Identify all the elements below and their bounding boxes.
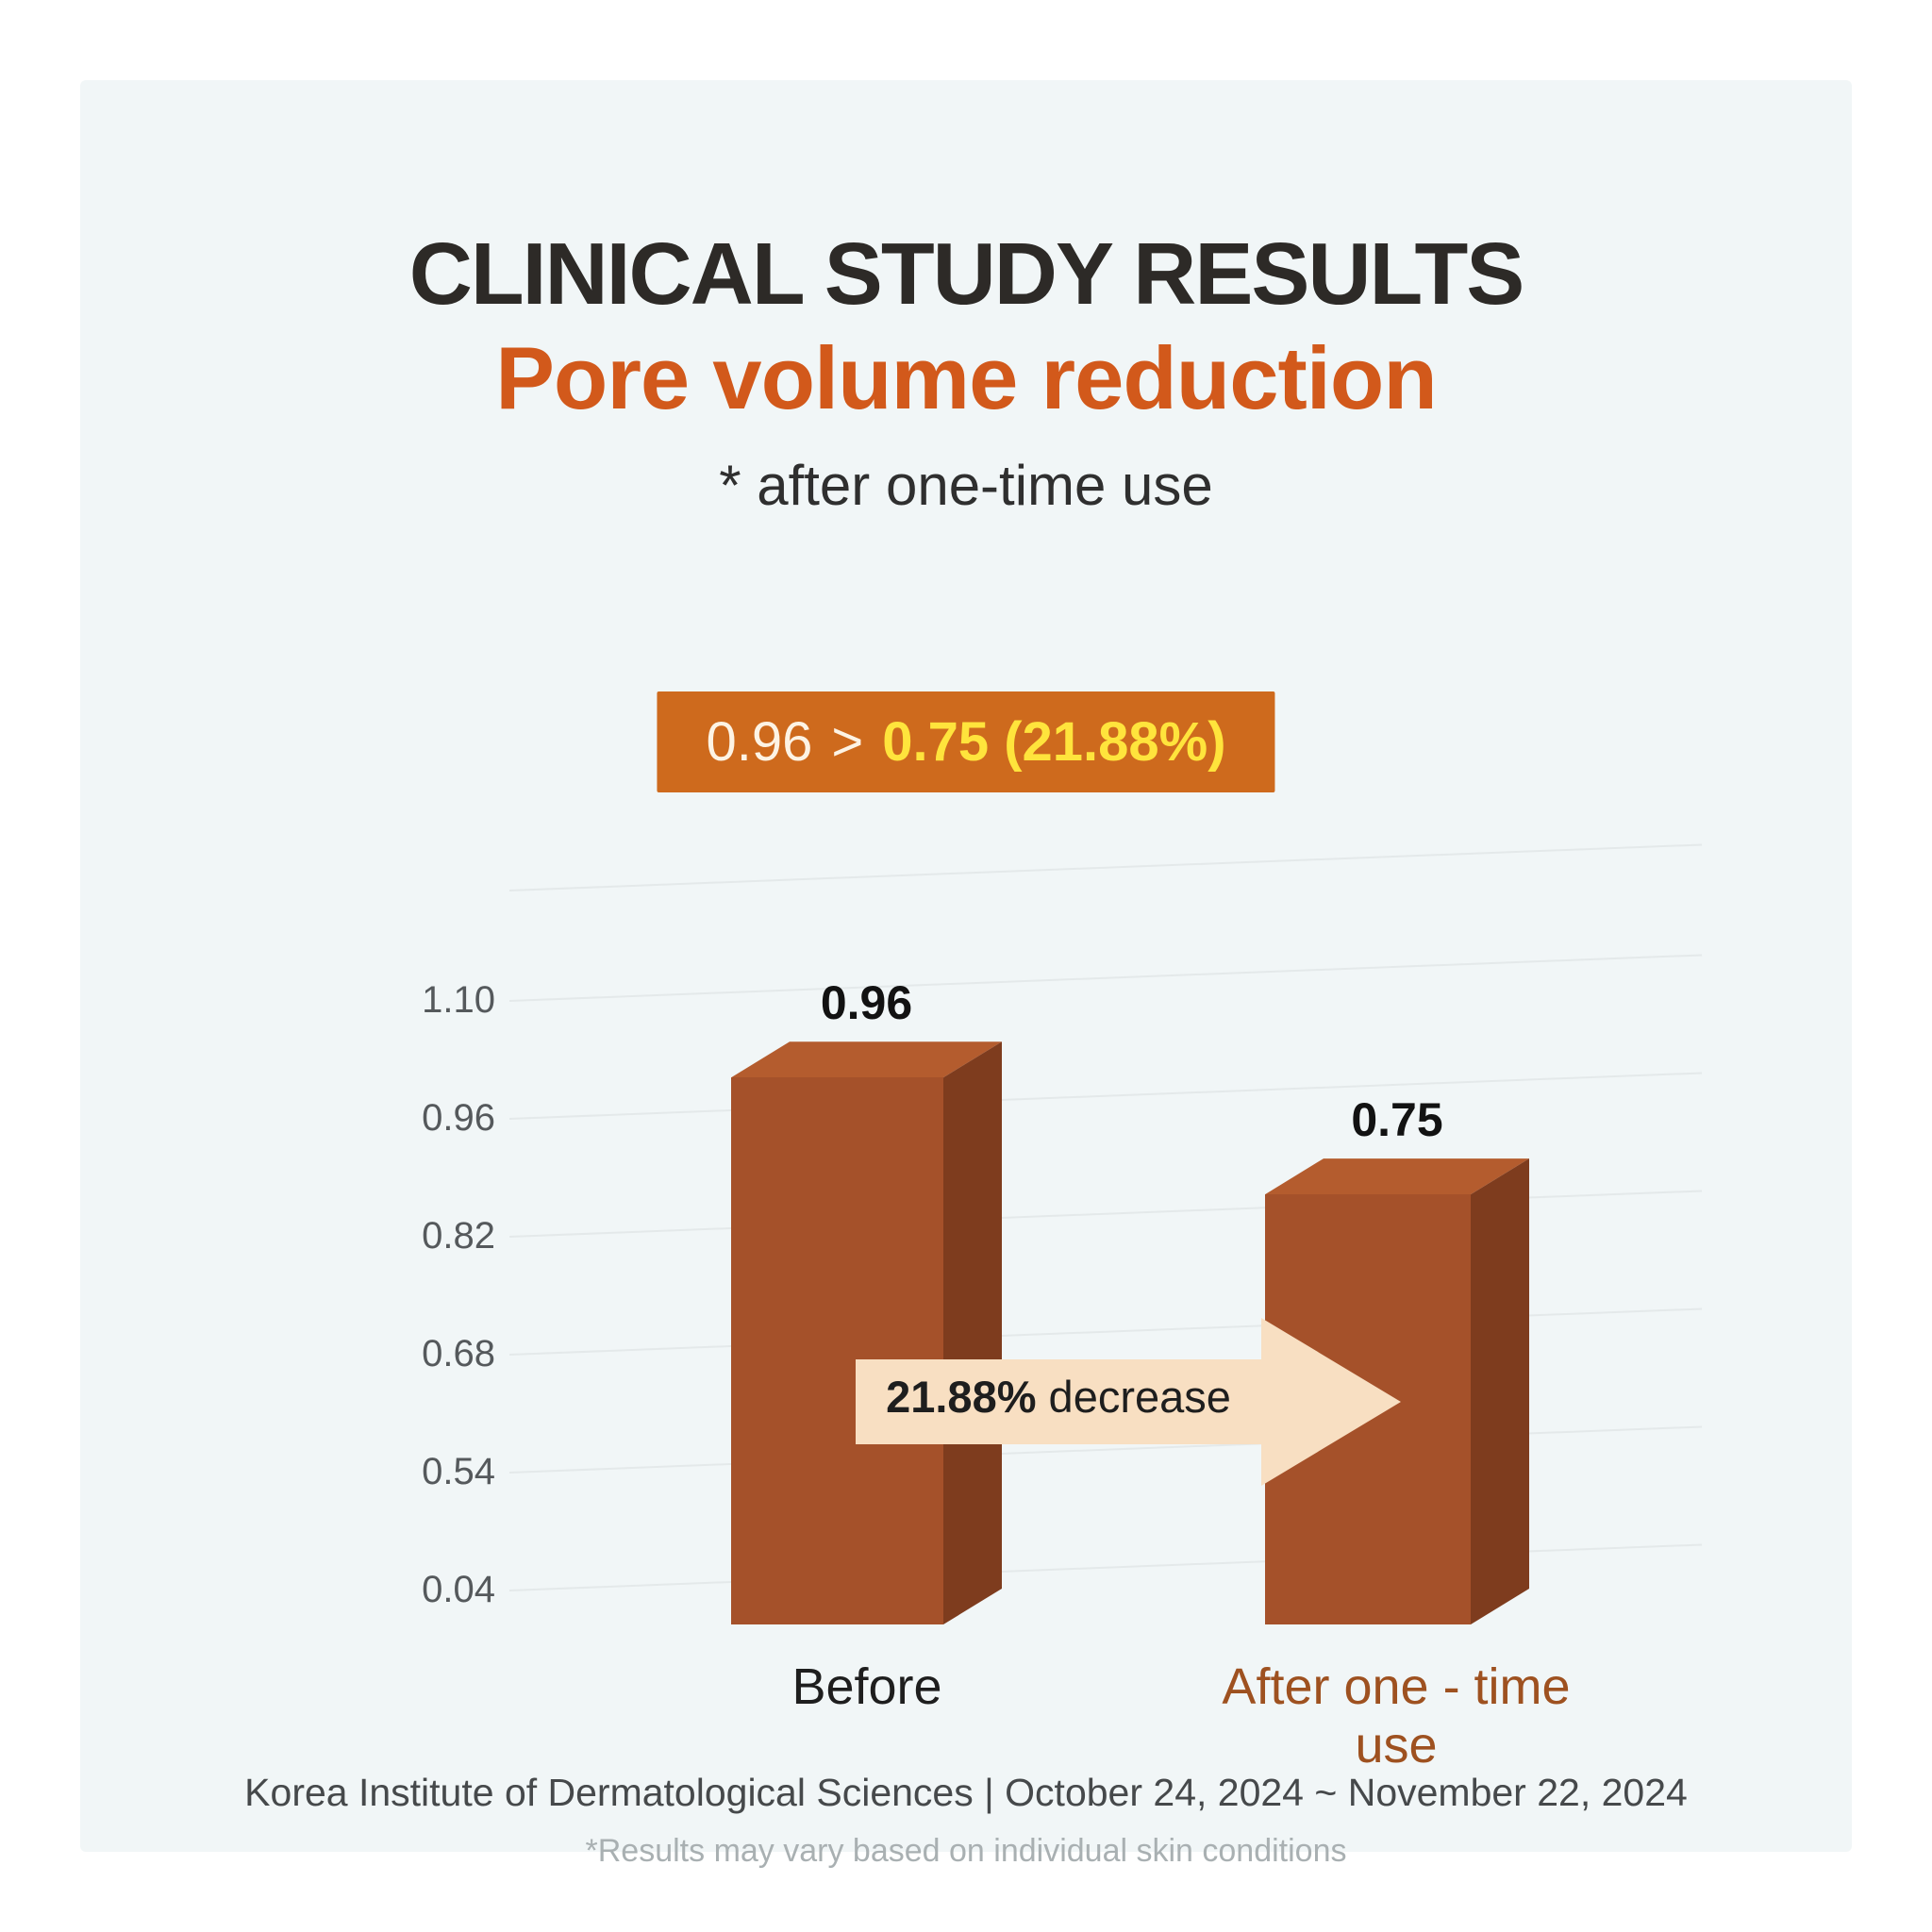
- gridline: [508, 1072, 1703, 1120]
- gridline: [508, 954, 1703, 1002]
- bar-before: 0.96: [731, 976, 943, 1624]
- highlight-before-value: 0.96: [706, 711, 813, 773]
- decrease-annotation: 21.88% decrease: [856, 1369, 1261, 1425]
- gridline: [508, 843, 1703, 891]
- category-label-before: Before: [791, 1658, 942, 1715]
- result-highlight-badge: 0.96 > 0.75 (21.88%): [657, 691, 1275, 792]
- y-axis-tick: 0.04: [422, 1569, 495, 1610]
- study-source: Korea Institute of Dermatological Scienc…: [244, 1771, 1688, 1814]
- y-axis-tick: 1.10: [422, 979, 495, 1021]
- y-axis-tick: 0.54: [422, 1451, 495, 1492]
- y-axis-tick: 0.68: [422, 1333, 495, 1374]
- highlight-after-value: 0.75 (21.88%): [882, 711, 1226, 773]
- bar-after-value-label: 0.75: [1351, 1093, 1443, 1147]
- bar-before-side-face: [943, 1041, 1002, 1624]
- y-axis-tick: 0.96: [422, 1097, 495, 1139]
- decrease-percent: 21.88%: [886, 1372, 1037, 1422]
- bar-after-side-face: [1471, 1158, 1529, 1624]
- y-axis-tick: 0.82: [422, 1215, 495, 1257]
- highlight-arrow-glyph: >: [831, 711, 864, 773]
- decrease-word: decrease: [1036, 1372, 1231, 1422]
- content-card: CLINICAL STUDY RESULTS Pore volume reduc…: [80, 80, 1852, 1869]
- bar-before-value-label: 0.96: [820, 976, 913, 1030]
- usage-note: * after one-time use: [719, 454, 1213, 517]
- disclaimer-text: *Results may vary based on individual sk…: [585, 1833, 1347, 1869]
- page-title: CLINICAL STUDY RESULTS: [408, 225, 1525, 323]
- bar-before-front-face: [731, 1077, 943, 1624]
- category-label-after: After one - time use: [1222, 1658, 1571, 1774]
- bar-chart: 1.10 0.96 0.82 0.68 0.54 0.04 0.96 0.75 …: [80, 80, 1852, 1852]
- page-subtitle: Pore volume reduction: [495, 328, 1438, 427]
